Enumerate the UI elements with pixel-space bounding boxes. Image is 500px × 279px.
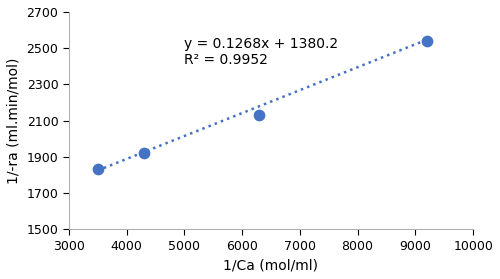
Y-axis label: 1/-ra (ml.min/mol): 1/-ra (ml.min/mol): [7, 57, 21, 184]
Point: [140, 151, 148, 155]
X-axis label: 1/Ca (mol/ml): 1/Ca (mol/ml): [224, 258, 318, 272]
Text: y = 0.1268x + 1380.2
R² = 0.9952: y = 0.1268x + 1380.2 R² = 0.9952: [184, 37, 338, 68]
Point: [94, 167, 102, 172]
Point: [423, 39, 431, 43]
Point: [256, 113, 264, 117]
